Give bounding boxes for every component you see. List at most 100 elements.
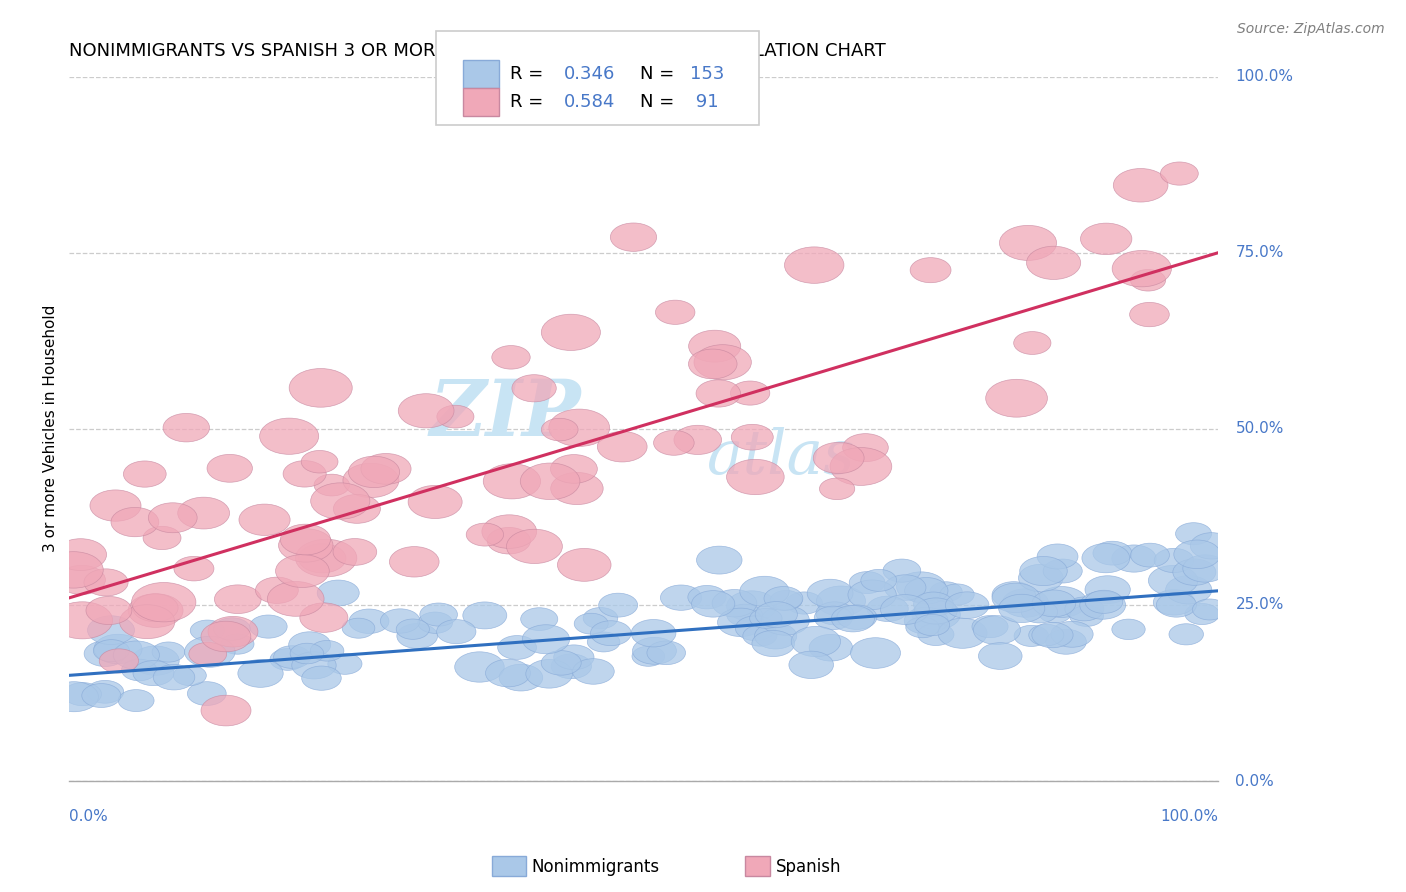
Circle shape (860, 569, 897, 591)
Circle shape (120, 605, 174, 639)
Circle shape (184, 636, 235, 667)
Circle shape (454, 652, 505, 682)
Circle shape (292, 652, 336, 679)
Circle shape (249, 615, 287, 638)
Circle shape (851, 638, 900, 668)
Circle shape (1032, 590, 1076, 616)
Circle shape (599, 593, 638, 617)
Circle shape (311, 640, 344, 661)
Circle shape (1185, 604, 1219, 624)
Circle shape (396, 624, 437, 648)
Circle shape (842, 434, 889, 462)
Circle shape (1080, 591, 1126, 619)
Text: 0.0%: 0.0% (1236, 773, 1274, 789)
Circle shape (328, 653, 361, 674)
Circle shape (153, 665, 195, 690)
Circle shape (520, 607, 558, 631)
Circle shape (1081, 543, 1129, 573)
Circle shape (1192, 599, 1227, 620)
Circle shape (408, 485, 463, 518)
Circle shape (929, 582, 962, 601)
Circle shape (993, 582, 1035, 608)
Circle shape (342, 618, 375, 638)
Circle shape (333, 539, 377, 566)
Circle shape (63, 682, 101, 706)
Circle shape (883, 559, 921, 582)
Text: NONIMMIGRANTS VS SPANISH 3 OR MORE VEHICLES IN HOUSEHOLD CORRELATION CHART: NONIMMIGRANTS VS SPANISH 3 OR MORE VEHIC… (69, 42, 886, 60)
Circle shape (918, 624, 955, 646)
Circle shape (274, 646, 311, 668)
Circle shape (993, 583, 1040, 613)
Text: 0.346: 0.346 (564, 65, 616, 83)
Circle shape (398, 393, 454, 428)
Circle shape (143, 526, 181, 549)
Circle shape (1014, 332, 1050, 354)
Circle shape (506, 529, 562, 564)
Circle shape (548, 409, 610, 446)
Circle shape (541, 314, 600, 351)
Circle shape (82, 683, 121, 707)
Circle shape (1021, 600, 1057, 623)
Circle shape (1018, 565, 1063, 591)
Circle shape (207, 454, 253, 483)
Text: 91: 91 (690, 93, 718, 111)
Text: 25.0%: 25.0% (1236, 598, 1284, 613)
Circle shape (214, 585, 262, 614)
Circle shape (1080, 223, 1132, 254)
Circle shape (121, 659, 157, 681)
Circle shape (280, 524, 330, 555)
Circle shape (311, 483, 370, 519)
Circle shape (492, 345, 530, 369)
Text: Spanish: Spanish (776, 858, 842, 876)
Circle shape (314, 475, 350, 496)
Circle shape (572, 658, 614, 684)
Circle shape (318, 580, 360, 606)
Circle shape (631, 619, 676, 647)
Circle shape (633, 638, 676, 665)
Circle shape (418, 612, 453, 633)
Circle shape (86, 681, 124, 703)
Circle shape (588, 632, 620, 652)
Circle shape (84, 640, 127, 666)
Circle shape (114, 641, 159, 669)
Circle shape (290, 368, 353, 408)
Circle shape (731, 425, 773, 450)
Circle shape (939, 584, 974, 605)
Circle shape (820, 478, 855, 500)
Circle shape (1050, 622, 1092, 648)
Circle shape (134, 661, 174, 686)
Circle shape (302, 666, 342, 690)
Circle shape (763, 587, 803, 610)
Circle shape (752, 631, 794, 657)
Circle shape (1149, 566, 1198, 596)
Circle shape (755, 624, 797, 649)
Text: 100.0%: 100.0% (1236, 69, 1294, 84)
Text: 75.0%: 75.0% (1236, 245, 1284, 260)
Circle shape (735, 615, 776, 640)
Circle shape (749, 608, 782, 628)
Circle shape (148, 503, 197, 533)
Circle shape (278, 529, 333, 562)
Circle shape (591, 621, 631, 646)
Circle shape (998, 594, 1045, 623)
Circle shape (44, 551, 103, 588)
Circle shape (755, 601, 797, 627)
Circle shape (174, 557, 214, 581)
Circle shape (815, 602, 853, 625)
Circle shape (554, 645, 595, 670)
Circle shape (647, 641, 686, 665)
Circle shape (389, 547, 439, 577)
Circle shape (742, 625, 778, 646)
Circle shape (132, 582, 195, 622)
Circle shape (1000, 226, 1056, 260)
Circle shape (214, 618, 250, 640)
Circle shape (711, 590, 756, 617)
Circle shape (914, 592, 953, 616)
Circle shape (49, 681, 98, 712)
Circle shape (979, 642, 1022, 669)
Circle shape (1085, 591, 1123, 614)
Circle shape (55, 539, 107, 571)
Circle shape (1112, 619, 1146, 640)
Circle shape (692, 591, 735, 617)
Circle shape (1014, 625, 1049, 647)
